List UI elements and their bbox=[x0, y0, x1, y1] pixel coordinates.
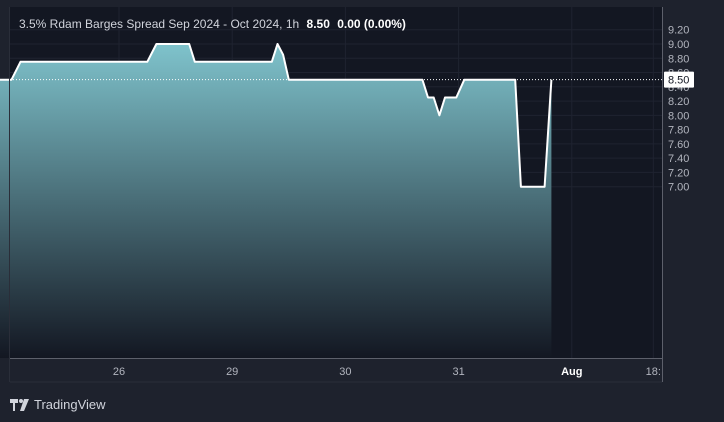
tradingview-logo[interactable]: TradingView bbox=[10, 397, 106, 412]
x-tick-label: 26 bbox=[113, 366, 125, 378]
chart-title: 3.5% Rdam Barges Spread Sep 2024 - Oct 2… bbox=[19, 17, 300, 31]
y-tick-label: 8.20 bbox=[668, 96, 689, 108]
y-tick-label: 9.00 bbox=[668, 39, 689, 51]
chart-header: 3.5% Rdam Barges Spread Sep 2024 - Oct 2… bbox=[19, 17, 406, 31]
x-tick-label: 29 bbox=[226, 366, 238, 378]
y-tick-label: 8.00 bbox=[668, 110, 689, 122]
y-tick-label: 7.60 bbox=[668, 139, 689, 151]
x-tick-label: 30 bbox=[339, 366, 351, 378]
price-change: 0.00 (0.00%) bbox=[337, 17, 406, 31]
y-tick-label: 7.20 bbox=[668, 167, 689, 179]
x-tick-label: 31 bbox=[452, 366, 464, 378]
y-tick-label: 7.40 bbox=[668, 153, 689, 165]
series-line bbox=[0, 43, 553, 188]
x-tick-label: 18: bbox=[646, 366, 661, 378]
y-tick-label: 9.20 bbox=[668, 25, 689, 37]
y-tick-label: 7.80 bbox=[668, 125, 689, 137]
last-price: 8.50 bbox=[306, 17, 330, 31]
tradingview-logo-text: TradingView bbox=[34, 397, 106, 412]
y-tick-label: 7.00 bbox=[668, 182, 689, 194]
y-tick-label: 8.80 bbox=[668, 53, 689, 65]
chart-svg: 9.209.008.808.608.408.208.007.807.607.40… bbox=[0, 7, 694, 383]
last-value-label: 8.50 bbox=[668, 75, 689, 87]
tradingview-logo-icon bbox=[10, 398, 29, 411]
x-tick-label: Aug bbox=[561, 366, 582, 378]
last-value-badge bbox=[664, 71, 694, 88]
area-fill bbox=[0, 44, 552, 358]
chart-area[interactable]: 9.209.008.808.608.408.208.007.807.607.40… bbox=[0, 7, 694, 383]
